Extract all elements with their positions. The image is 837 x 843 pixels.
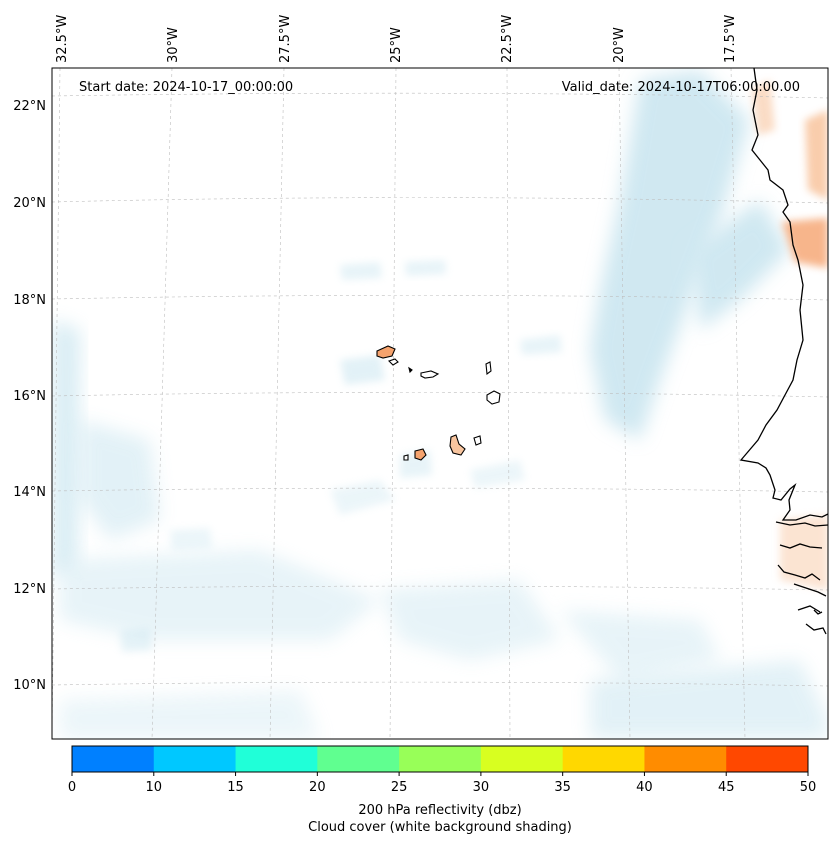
island-outlines xyxy=(376,345,501,461)
colorbar-ticks: 0 10 15 20 25 30 35 40 45 50 xyxy=(68,772,816,795)
coastline xyxy=(739,68,828,635)
lon-label: 27.5°W xyxy=(278,15,293,63)
colorbar-swatch xyxy=(399,746,482,772)
colorbar-tick-label: 40 xyxy=(636,780,653,795)
lon-label: 32.5°W xyxy=(55,15,70,63)
start-date-label: Start date: 2024-10-17_00:00:00 xyxy=(79,80,293,95)
colorbar-sublabel: Cloud cover (white background shading) xyxy=(308,820,572,835)
valid-date-label: Valid_date: 2024-10-17T06:00:00.00 xyxy=(562,80,800,95)
lat-label: 16°N xyxy=(13,389,46,404)
colorbar-swatch xyxy=(480,746,564,772)
colorbar-tick-label: 20 xyxy=(309,780,326,795)
lon-label: 20°W xyxy=(612,27,627,63)
colorbar-swatch xyxy=(235,746,318,772)
colorbar-tick-label: 15 xyxy=(227,780,244,795)
colorbar-swatch xyxy=(644,746,727,772)
map-frame xyxy=(51,67,829,740)
colorbar-swatch xyxy=(153,746,237,772)
lat-label: 14°N xyxy=(13,485,46,500)
lon-label: 17.5°W xyxy=(723,15,738,63)
colorbar-swatch xyxy=(726,746,809,772)
colorbar-label: 200 hPa reflectivity (dbz) xyxy=(358,803,521,818)
lon-label: 25°W xyxy=(389,27,404,63)
colorbar-swatch xyxy=(317,746,400,772)
lat-label: 18°N xyxy=(13,293,46,308)
gridlines xyxy=(52,68,828,739)
colorbar-frame xyxy=(71,745,809,773)
cloud-cover-shading xyxy=(52,70,828,739)
lat-label: 10°N xyxy=(13,678,46,693)
colorbar: 0 10 15 20 25 30 35 40 45 50 200 hPa reflectivity… xyxy=(68,745,816,835)
colorbar-tick-label: 45 xyxy=(718,780,735,795)
colorbar-tick-label: 30 xyxy=(473,780,490,795)
colorbar-tick-label: 35 xyxy=(554,780,571,795)
lon-label: 30°W xyxy=(166,27,181,63)
reflectivity-shading xyxy=(752,80,828,590)
colorbar-swatch xyxy=(562,746,645,772)
colorbar-tick-label: 10 xyxy=(146,780,163,795)
lat-label: 12°N xyxy=(13,582,46,597)
colorbar-tick-label: 0 xyxy=(68,780,76,795)
lat-label: 20°N xyxy=(13,196,46,211)
lat-label: 22°N xyxy=(13,99,46,114)
colorbar-tick-label: 50 xyxy=(800,780,817,795)
colorbar-tick-label: 25 xyxy=(391,780,408,795)
colorbar-swatches xyxy=(72,746,809,772)
lon-label: 22.5°W xyxy=(500,15,515,63)
colorbar-swatch xyxy=(72,746,155,772)
